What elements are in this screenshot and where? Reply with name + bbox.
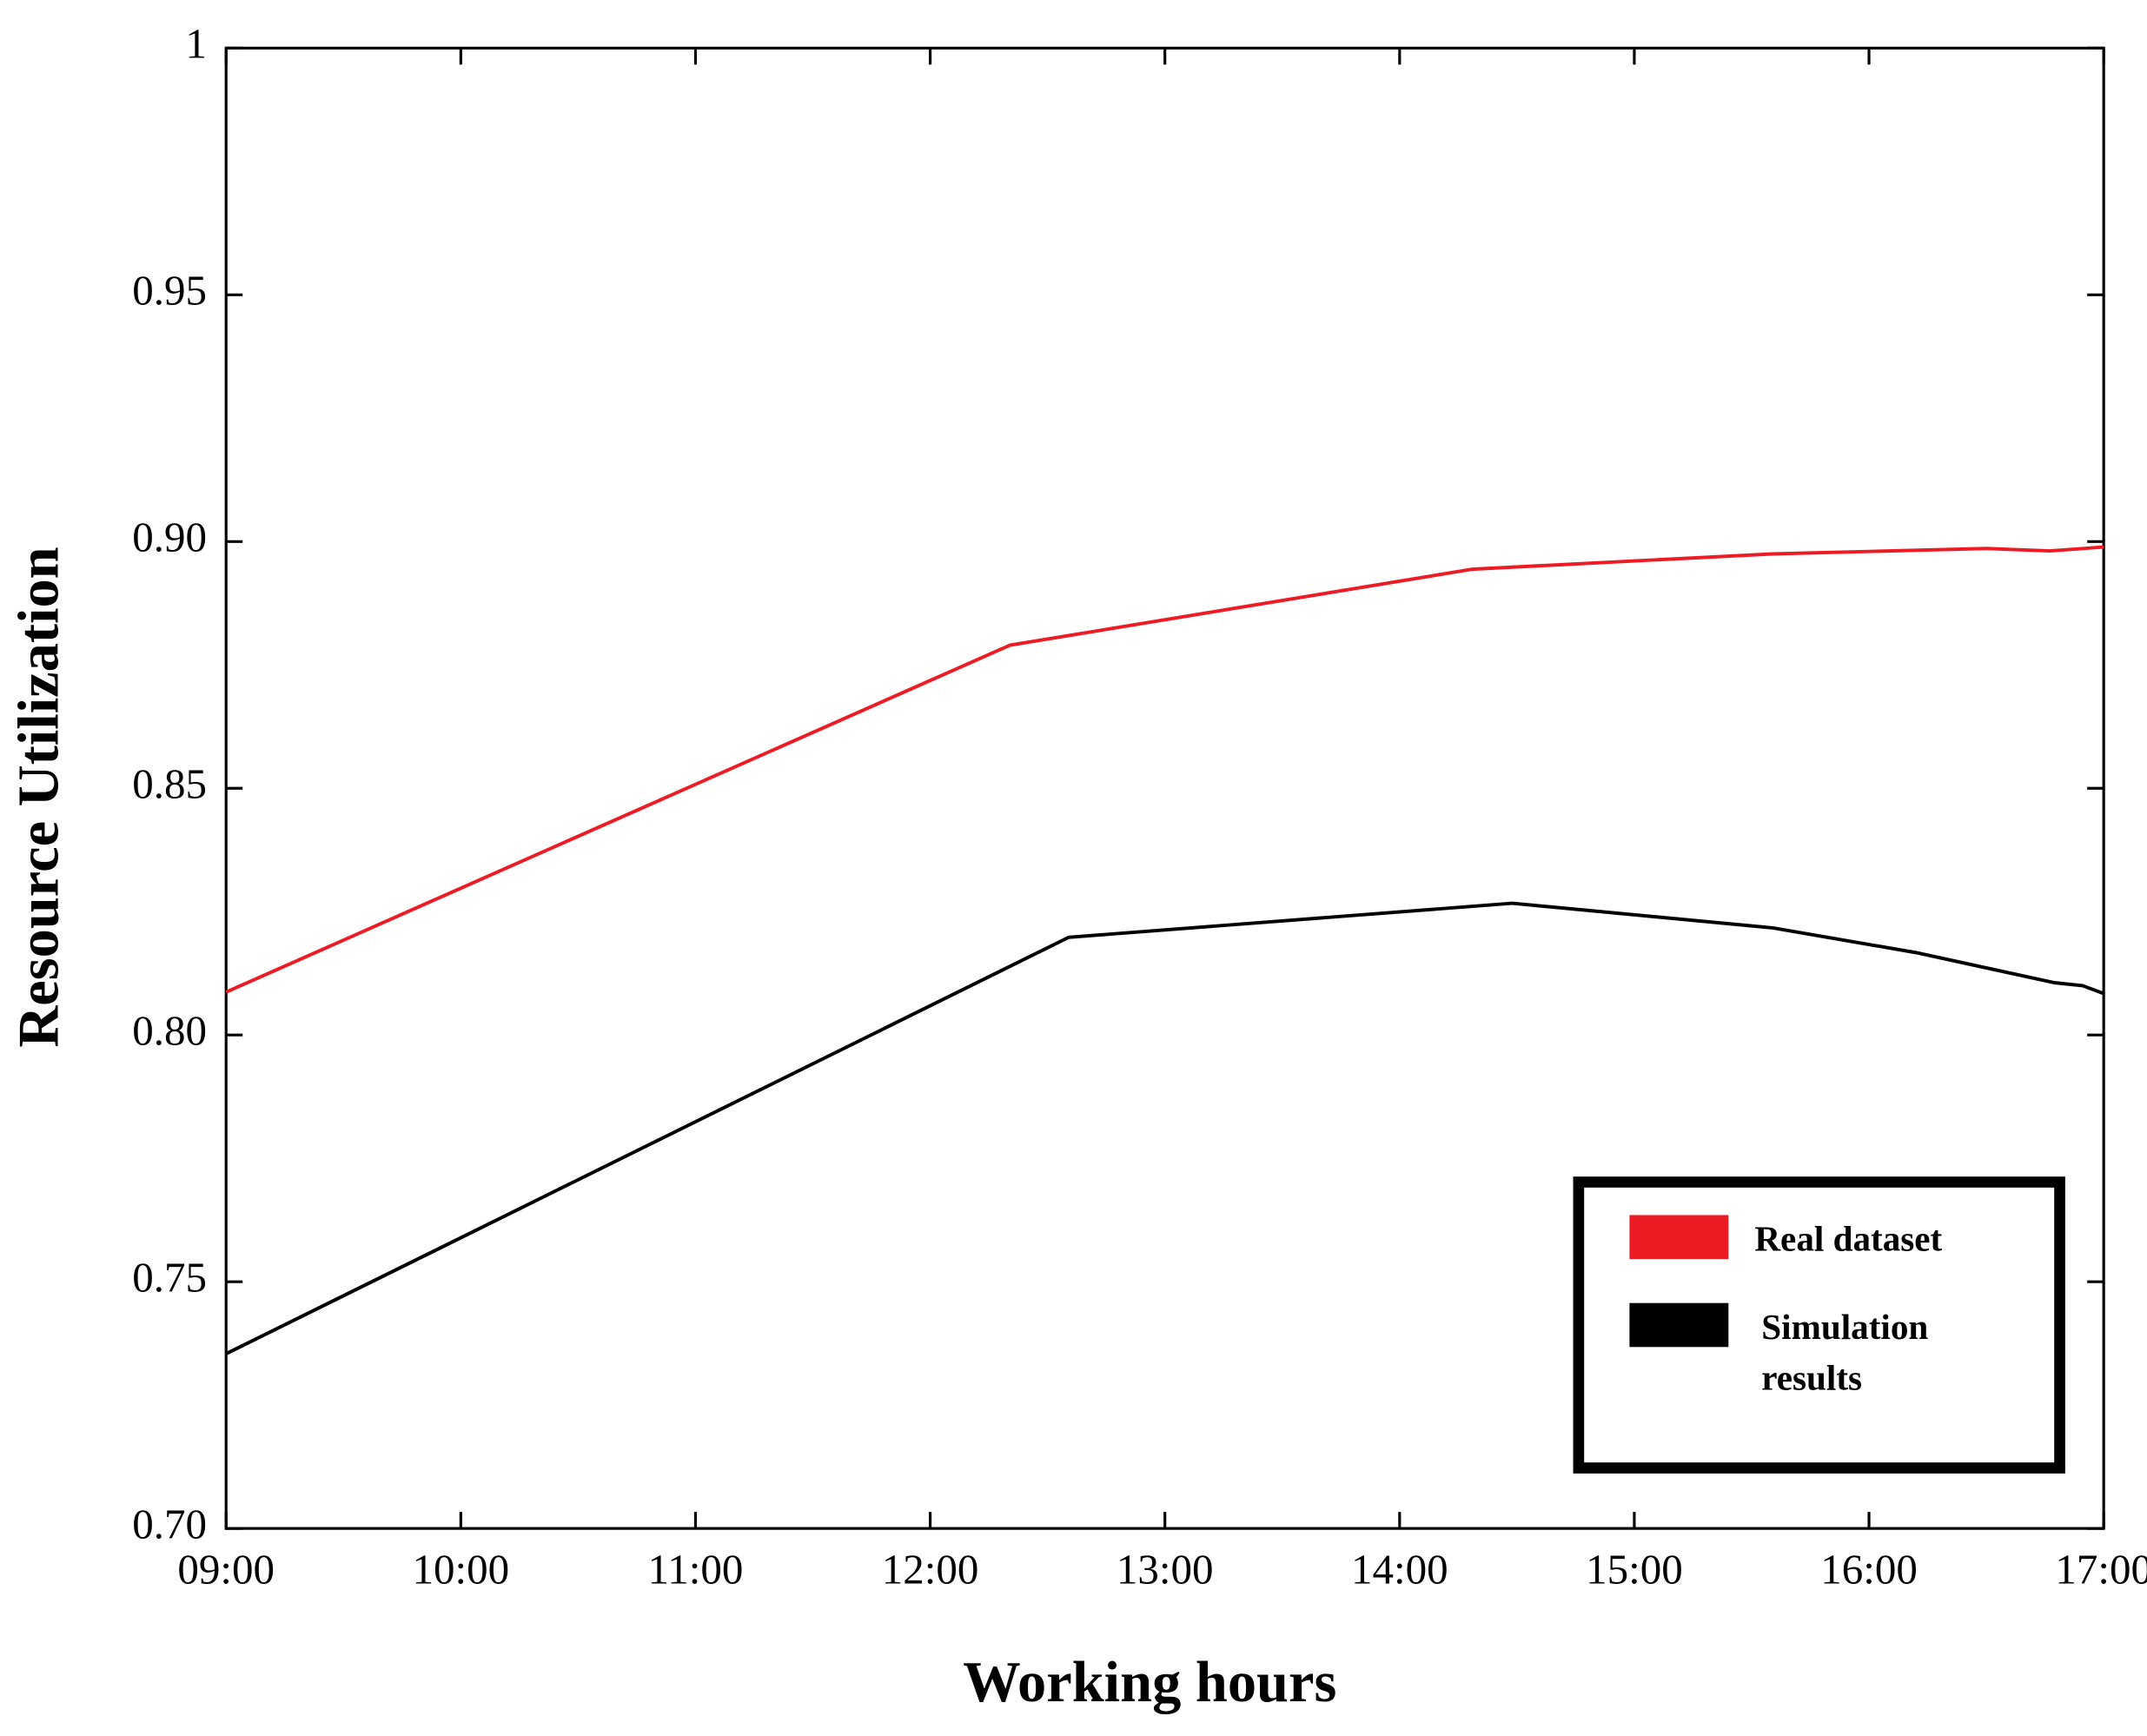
legend-label: Simulation results — [1761, 1307, 1929, 1398]
x-axis-title: Working hours — [963, 1651, 1336, 1714]
x-tick-label: 09:00 — [177, 1546, 275, 1594]
series-line — [225, 545, 2104, 994]
legend-label-box: Simulation results — [1761, 1307, 1929, 1398]
y-tick-label: 0.70 — [132, 1500, 207, 1547]
y-tick-label: 1 — [186, 20, 208, 68]
legend-swatch — [1629, 1215, 1729, 1260]
y-tick-label: 0.95 — [132, 267, 207, 315]
x-tick-label: 11:00 — [648, 1546, 744, 1594]
y-axis-title: Resource Utilization — [8, 547, 71, 1047]
legend-label: Real dataset — [1754, 1219, 1943, 1260]
x-tick-label: 12:00 — [882, 1546, 979, 1594]
x-tick-label: 17:00 — [2055, 1546, 2147, 1594]
x-tick-label: 10:00 — [413, 1546, 510, 1594]
x-tick-label: 16:00 — [1820, 1546, 1918, 1594]
legend-label-box: Real dataset — [1754, 1219, 1943, 1260]
legend-swatch — [1629, 1302, 1729, 1348]
y-tick-label: 0.80 — [132, 1006, 207, 1054]
series-line — [225, 901, 2104, 1355]
x-tick-label: 13:00 — [1117, 1546, 1214, 1594]
y-tick-label: 0.90 — [132, 514, 207, 561]
y-tick-label: 0.85 — [132, 759, 207, 807]
x-tick-label: 15:00 — [1586, 1546, 1683, 1594]
y-tick-label: 0.75 — [132, 1253, 207, 1301]
x-tick-label: 14:00 — [1351, 1546, 1448, 1594]
